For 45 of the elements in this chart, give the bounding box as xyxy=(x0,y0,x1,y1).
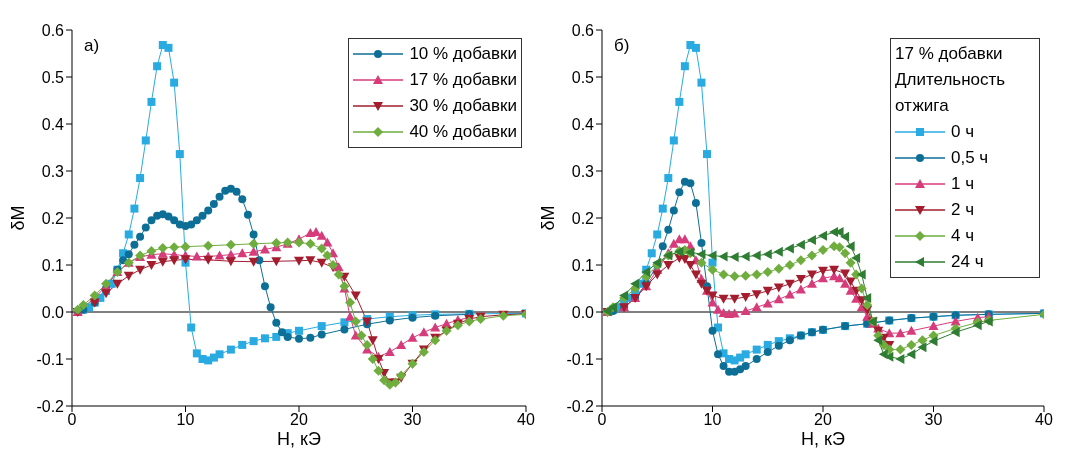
x-tick-label: 30 xyxy=(924,411,943,429)
y-tick-label: 0.3 xyxy=(571,162,595,180)
y-tick-label: 0.4 xyxy=(41,115,65,133)
x-tick-label: 0 xyxy=(67,411,77,429)
legend-label: 40 % добавки xyxy=(409,121,517,143)
y-axis-title: δM xyxy=(538,205,559,231)
y-tick-label: -0.1 xyxy=(36,350,65,368)
legend-label: 2 ч xyxy=(951,199,975,221)
legend-label: 0,5 ч xyxy=(951,147,989,169)
x-tick-label: 0 xyxy=(597,411,607,429)
y-tick-label: -0.2 xyxy=(36,397,65,415)
legend-label: 24 ч xyxy=(951,251,984,273)
y-tick-label: 0.4 xyxy=(571,115,595,133)
y-tick-label: 0.2 xyxy=(41,209,65,227)
y-axis-title: δM xyxy=(8,205,29,231)
x-axis-title: H, кЭ xyxy=(800,429,846,450)
x-tick-label: 40 xyxy=(517,411,535,429)
legend-label: 0 ч xyxy=(951,121,975,143)
x-tick-label: 10 xyxy=(176,411,195,429)
x-tick-label: 30 xyxy=(403,411,422,429)
y-tick-label: 0.1 xyxy=(571,256,595,274)
y-tick-label: 0.1 xyxy=(41,256,65,274)
legend-title: 17 % добавки Длительность отжига xyxy=(895,43,1007,117)
legend-label: 17 % добавки xyxy=(409,69,517,91)
chart-title: б) xyxy=(614,36,630,56)
y-tick-label: 0.3 xyxy=(41,162,65,180)
y-tick-label: 0.6 xyxy=(41,21,65,39)
x-axis-title: H, кЭ xyxy=(276,429,322,450)
y-tick-label: 0.5 xyxy=(41,68,65,86)
y-tick-label: 0.0 xyxy=(571,303,595,321)
x-tick-label: 10 xyxy=(703,411,722,429)
y-tick-label: 0.6 xyxy=(571,21,595,39)
legend-label: 1 ч xyxy=(951,173,975,195)
y-tick-label: -0.1 xyxy=(566,350,595,368)
y-tick-label: 0.0 xyxy=(41,303,65,321)
y-tick-label: 0.2 xyxy=(571,209,595,227)
legend-label: 4 ч xyxy=(951,225,975,247)
chart-title: а) xyxy=(84,36,100,56)
legend-label: 10 % добавки xyxy=(409,43,517,65)
y-tick-label: 0.5 xyxy=(571,68,595,86)
x-tick-label: 40 xyxy=(1035,411,1053,429)
x-tick-label: 20 xyxy=(814,411,832,429)
legend-label: 30 % добавки xyxy=(409,95,517,117)
x-tick-label: 20 xyxy=(290,411,308,429)
y-tick-label: -0.2 xyxy=(566,397,595,415)
